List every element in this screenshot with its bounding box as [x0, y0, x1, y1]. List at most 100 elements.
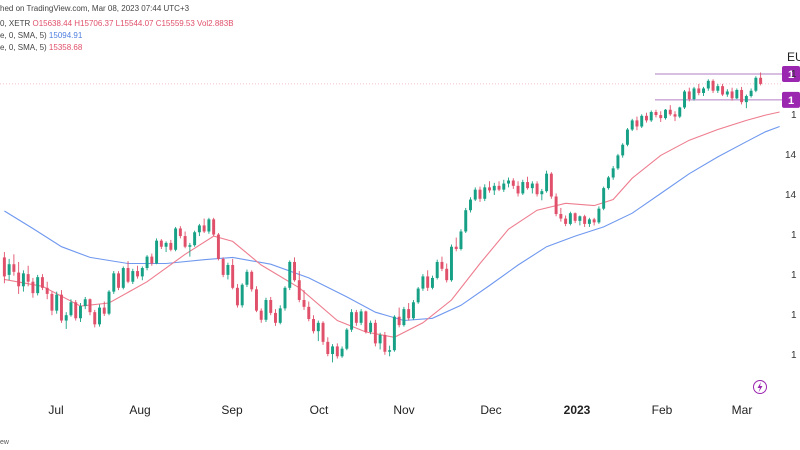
candle-down: [559, 214, 563, 219]
candle-down: [373, 322, 377, 344]
time-axis-label: Feb: [652, 403, 673, 417]
candle-down: [354, 312, 358, 323]
candle-up: [107, 291, 111, 314]
candle-down: [383, 334, 387, 352]
candle-up: [197, 225, 201, 233]
candle-up: [606, 177, 610, 189]
candle-up: [545, 173, 549, 192]
sma-slow-line: [4, 125, 780, 322]
candle-down: [50, 293, 54, 311]
candle-up: [530, 183, 534, 189]
candle-up: [735, 89, 739, 99]
candle-up: [226, 264, 230, 275]
candle-down: [321, 322, 325, 342]
time-axis-label: Dec: [480, 403, 501, 417]
candle-down: [668, 109, 672, 115]
price-axis-label: 1: [791, 350, 797, 361]
candle-down: [740, 89, 744, 103]
candle-up: [435, 261, 439, 278]
candle-down: [159, 240, 163, 247]
sma-slow-value: 15094.91: [48, 31, 83, 40]
sma-fast-line: [4, 111, 780, 338]
candle-up: [207, 219, 211, 232]
candle-down: [721, 86, 725, 95]
candle-down: [549, 173, 553, 197]
candle-down: [259, 310, 263, 320]
candle-down: [564, 218, 568, 224]
candle-up: [112, 273, 116, 292]
candle-up: [283, 287, 287, 309]
candle-down: [302, 299, 306, 307]
candle-down: [12, 264, 16, 272]
candle-up: [749, 90, 753, 97]
candle-down: [212, 219, 216, 235]
candle-up: [683, 91, 686, 108]
ohlc-legend-row: 0, XETR O15638.44 H15706.37 L15544.07 C1…: [0, 19, 234, 28]
time-axis: Jul Aug Sep Oct Nov Dec 2023 Feb Mar: [48, 403, 752, 417]
candle-down: [254, 289, 258, 311]
candle-down: [74, 302, 78, 319]
candle-down: [178, 228, 182, 237]
candle-down: [673, 114, 677, 117]
candle-up: [754, 77, 758, 91]
candle-up: [193, 232, 197, 246]
ohlc-values: O15638.44 H15706.37 L15544.07 C15559.53 …: [32, 19, 234, 28]
candle-down: [488, 187, 491, 191]
candle-up: [521, 182, 525, 194]
footer-label: ew: [0, 439, 9, 446]
candle-down: [654, 112, 658, 116]
candle-up: [621, 144, 625, 156]
candle-up: [706, 80, 710, 89]
time-axis-label: Nov: [393, 403, 414, 417]
candle-up: [578, 216, 582, 221]
candle-up: [140, 268, 144, 277]
candle-up: [664, 109, 667, 119]
candle-down: [554, 196, 558, 214]
candle-up: [402, 309, 406, 326]
candle-up: [388, 350, 392, 352]
candle-up: [616, 155, 620, 169]
price-tag-upper: 1: [782, 65, 800, 82]
candle-down: [759, 77, 763, 84]
candle-up: [392, 316, 396, 351]
price-axis-label: 1: [791, 230, 797, 241]
candle-down: [440, 261, 444, 269]
candle-down: [511, 180, 515, 186]
price-axis-label: 1: [791, 310, 797, 321]
candle-up: [411, 302, 415, 319]
candle-up: [331, 346, 335, 355]
candle-up: [278, 308, 282, 323]
candle-up: [449, 246, 453, 281]
candle-up: [164, 242, 168, 247]
candle-down: [583, 216, 587, 224]
candle-down: [31, 281, 35, 294]
candle-down: [169, 242, 173, 250]
candle-down: [478, 189, 482, 199]
candle-up: [744, 96, 748, 103]
candle-up: [155, 240, 159, 264]
published-note: hed on TradingView.com, Mar 08, 2023 07:…: [0, 4, 190, 13]
bolt-icon[interactable]: [753, 380, 767, 394]
candle-up: [98, 307, 101, 325]
candle-down: [93, 312, 97, 325]
candle-up: [83, 299, 87, 307]
candle-up: [702, 88, 706, 94]
candle-up: [507, 180, 511, 184]
candle-up: [21, 273, 25, 287]
price-axis-label: 1: [791, 69, 797, 80]
sma-legend-row-1: e, 0, SMA, 5) 15094.91: [0, 31, 82, 40]
candle-down: [26, 274, 30, 282]
candle-up: [264, 299, 268, 320]
candle-down: [293, 261, 296, 281]
candle-down: [136, 271, 140, 277]
time-axis-label-year: 2023: [564, 403, 591, 417]
candle-down: [730, 91, 734, 99]
candle-down: [697, 88, 701, 94]
candle-up: [649, 112, 653, 121]
candle-up: [7, 264, 11, 275]
candle-down: [45, 287, 49, 294]
candle-up: [174, 228, 178, 250]
candle-up: [416, 288, 420, 303]
candle-down: [297, 280, 301, 300]
candle-down: [235, 287, 239, 306]
